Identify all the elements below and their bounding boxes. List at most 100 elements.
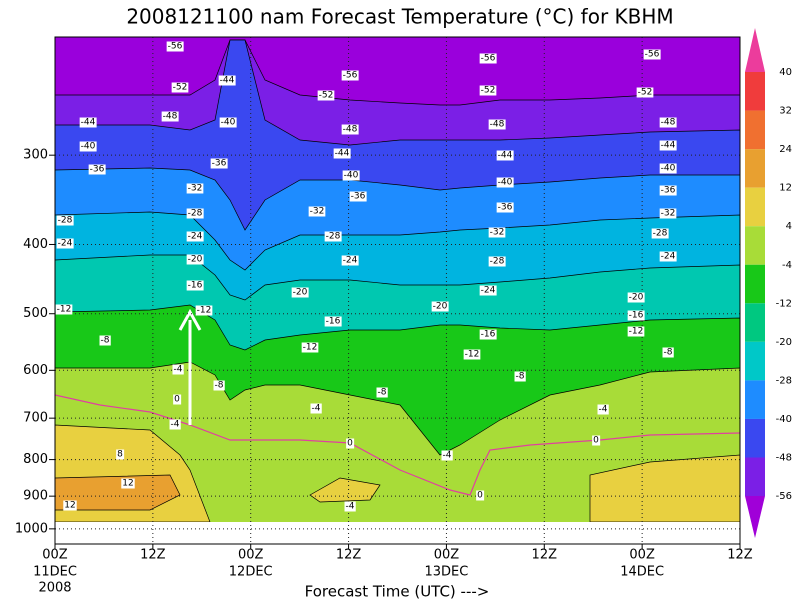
contour-label-bg xyxy=(169,419,181,430)
contour-label: -28 xyxy=(188,209,203,219)
contour-label-bg xyxy=(301,342,319,353)
contour-label: -12 xyxy=(629,327,644,337)
x-date-label: 11DEC xyxy=(33,565,77,580)
colorbar-segment xyxy=(745,303,765,342)
contour-label-bg xyxy=(333,148,351,159)
contour-label: -44 xyxy=(498,151,513,161)
contour-label: -28 xyxy=(490,257,505,267)
x-tick-label: 12Z xyxy=(532,548,558,563)
contour-label: -20 xyxy=(433,302,448,312)
contour-label-bg xyxy=(651,228,669,239)
contour-label-bg xyxy=(186,231,204,242)
contour-label: -20 xyxy=(629,293,644,303)
contour-label-bg xyxy=(55,304,73,315)
contour-label-bg xyxy=(659,117,677,128)
contour-label: -36 xyxy=(212,159,227,169)
contour-label: -56 xyxy=(168,42,183,52)
contour-label: -4 xyxy=(171,420,180,430)
colorbar-label: -4 xyxy=(782,260,792,271)
contour-label-bg xyxy=(88,164,106,175)
colorbar-segment xyxy=(745,496,765,538)
contour-label-bg xyxy=(63,500,77,511)
x-date-label: 14DEC xyxy=(620,565,664,580)
contour-label: -40 xyxy=(498,178,513,188)
contour-label-bg xyxy=(488,119,506,130)
colorbar-segment xyxy=(745,264,765,304)
contour-label-bg xyxy=(173,394,182,405)
contour-label-bg xyxy=(597,404,609,415)
x-tick-label: 12Z xyxy=(727,548,753,563)
contour-label-bg xyxy=(659,163,677,174)
contour-label-bg xyxy=(342,170,360,181)
contour-label-bg xyxy=(161,111,179,122)
contour-label: -44 xyxy=(81,118,96,128)
contour-label-bg xyxy=(431,301,449,312)
contour-label: -48 xyxy=(490,120,505,130)
contour-label-bg xyxy=(195,305,213,316)
contour-label: -4 xyxy=(346,502,355,512)
contour-label: -8 xyxy=(215,381,224,391)
colorbar-segment xyxy=(745,187,765,227)
colorbar-segment xyxy=(745,110,765,150)
contour-label-bg xyxy=(344,501,356,512)
contour-label-bg xyxy=(479,53,497,64)
y-tick-label: 700 xyxy=(23,411,48,426)
contour-label: -16 xyxy=(188,281,203,291)
plot-fill xyxy=(54,37,741,545)
contour-label: -40 xyxy=(661,164,676,174)
contour-label: -24 xyxy=(661,252,676,262)
contour-label-bg xyxy=(324,316,342,327)
contour-label-bg xyxy=(514,371,526,382)
colorbar-label: 32 xyxy=(779,106,792,117)
contour-label: -36 xyxy=(90,165,105,175)
contour-label-bg xyxy=(219,117,237,128)
contour-label-bg xyxy=(56,215,74,226)
contour-label: -8 xyxy=(664,348,673,358)
contour-label-bg xyxy=(496,202,514,213)
contour-label: -56 xyxy=(645,50,660,60)
contour-label-bg xyxy=(496,150,514,161)
contour-label: -4 xyxy=(312,404,321,414)
contour-label: -32 xyxy=(490,228,505,238)
contour-label-bg xyxy=(341,255,359,266)
colorbar-segment xyxy=(745,418,765,458)
y-tick-label: 1000 xyxy=(15,521,48,536)
contour-label: -8 xyxy=(516,372,525,382)
contour-label-bg xyxy=(627,326,645,337)
contour-label: -16 xyxy=(629,311,644,321)
contour-label-bg xyxy=(636,87,654,98)
contour-label-bg xyxy=(186,208,204,219)
colorbar-segment xyxy=(745,28,765,72)
contour-label: -8 xyxy=(101,336,110,346)
contour-label-bg xyxy=(116,449,125,460)
contour-label-bg xyxy=(171,82,189,93)
contour-label: -4 xyxy=(174,365,183,375)
contour-label-bg xyxy=(627,292,645,303)
contour-label-bg xyxy=(291,287,309,298)
contour-label: 12 xyxy=(64,501,75,511)
colorbar-segment xyxy=(745,149,765,188)
x-date-label: 12DEC xyxy=(229,565,273,580)
contour-label: -52 xyxy=(638,88,653,98)
contour-label: -36 xyxy=(351,192,366,202)
band xyxy=(54,361,741,545)
contour-label-bg xyxy=(308,206,326,217)
contour-label-bg xyxy=(376,387,388,398)
contour-label-bg xyxy=(79,117,97,128)
contour-label-bg xyxy=(496,177,514,188)
y-tick-label: 900 xyxy=(23,489,48,504)
contour-label: -20 xyxy=(188,255,203,265)
contour-label-bg xyxy=(659,140,677,151)
contour-label-bg xyxy=(210,158,228,169)
colorbar-label: -28 xyxy=(776,375,792,386)
contour-label-bg xyxy=(310,403,322,414)
contour-label: 0 xyxy=(174,395,180,405)
contour-label: -16 xyxy=(481,330,496,340)
contour-label: -12 xyxy=(197,306,212,316)
contour-label-bg xyxy=(659,251,677,262)
contour-label: -24 xyxy=(58,239,73,249)
contour-label: -12 xyxy=(303,343,318,353)
contour-label-bg xyxy=(346,438,355,449)
contour-label: -36 xyxy=(661,186,676,196)
colorbar-segment xyxy=(745,72,765,111)
